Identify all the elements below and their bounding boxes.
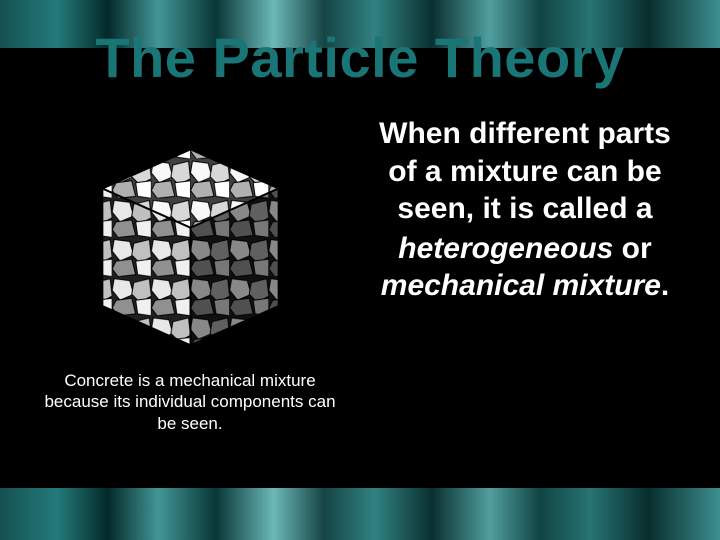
definition-lead: When different parts of a mixture can be… <box>365 115 685 228</box>
caption-line-3: be seen. <box>157 414 222 433</box>
term-period: . <box>661 269 669 302</box>
slide-title: The Particle Theory <box>30 25 690 90</box>
left-column: Concrete is a mechanical mixture because… <box>35 110 345 434</box>
right-column: When different parts of a mixture can be… <box>365 110 685 434</box>
slide-content: The Particle Theory <box>0 0 720 540</box>
slide-body: Concrete is a mechanical mixture because… <box>30 110 690 434</box>
caption-line-2: because its individual components can <box>44 392 335 411</box>
term-heterogeneous: heterogeneous <box>398 232 613 265</box>
definition-terms: heterogeneous or mechanical mixture. <box>365 230 685 305</box>
term-mechanical-mixture: mechanical mixture <box>381 269 661 302</box>
caption-text: Concrete is a mechanical mixture because… <box>39 370 340 434</box>
caption-line-1: Concrete is a mechanical mixture <box>64 371 315 390</box>
cube-icon <box>73 120 308 355</box>
concrete-cube-image <box>73 120 308 355</box>
term-conjunction: or <box>613 232 651 265</box>
